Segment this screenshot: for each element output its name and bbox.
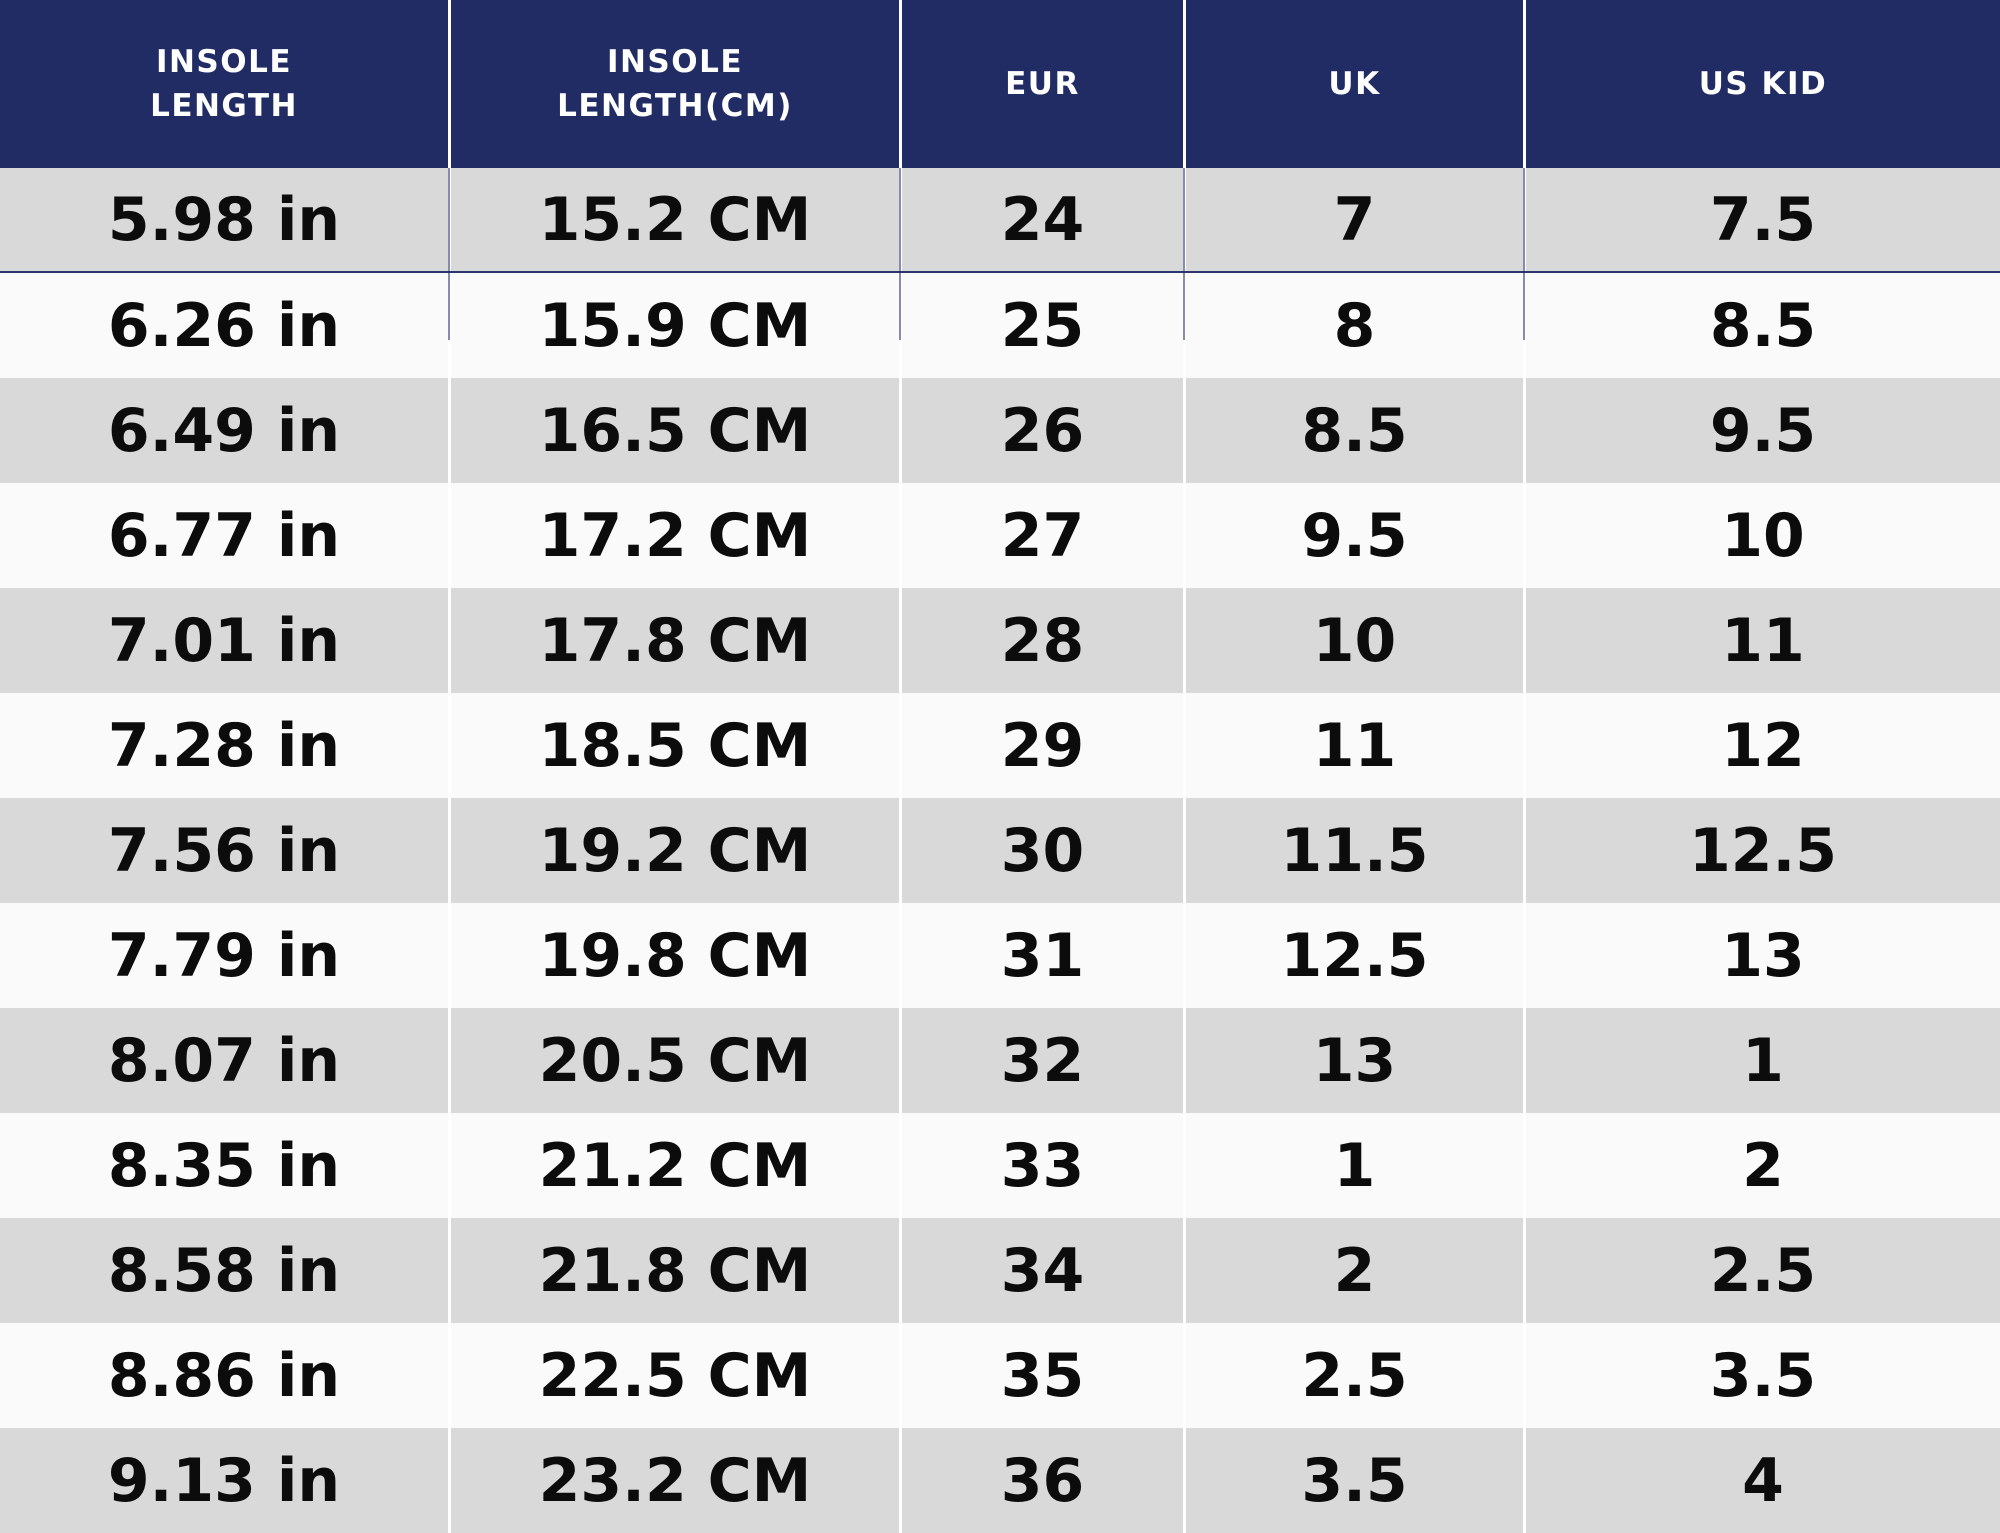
table-cell: 26 (902, 378, 1183, 483)
table-row: 6.49 in 16.5 CM 26 8.5 9.5 (0, 378, 2000, 483)
table-row: 9.13 in 23.2 CM 36 3.5 4 (0, 1428, 2000, 1533)
table-cell: 29 (902, 693, 1183, 798)
table-cell: 2 (1186, 1218, 1523, 1323)
column-header-label: EUR (1005, 65, 1080, 102)
table-cell: 24 (902, 168, 1183, 271)
table-cell: 17.8 CM (451, 588, 899, 693)
table-cell: 23.2 CM (451, 1428, 899, 1533)
table-cell: 7.28 in (0, 693, 448, 798)
table-cell: 6.49 in (0, 378, 448, 483)
column-header-insole-length: INSOLE LENGTH (0, 0, 448, 168)
table-row: 8.86 in 22.5 CM 35 2.5 3.5 (0, 1323, 2000, 1428)
table-cell: 33 (902, 1113, 1183, 1218)
table-cell: 13 (1186, 1008, 1523, 1113)
table-header-row: INSOLE LENGTH INSOLE LENGTH(CM) EUR UK U… (0, 0, 2000, 168)
column-header-label: LENGTH(CM) (557, 88, 793, 124)
table-cell: 8.58 in (0, 1218, 448, 1323)
table-cell: 2.5 (1526, 1218, 2000, 1323)
column-header-uk: UK (1186, 0, 1523, 168)
table-cell: 2 (1526, 1113, 2000, 1218)
table-cell: 16.5 CM (451, 378, 899, 483)
table-cell: 19.8 CM (451, 903, 899, 1008)
table-cell: 4 (1526, 1428, 2000, 1533)
table-cell: 12.5 (1526, 798, 2000, 903)
table-cell: 32 (902, 1008, 1183, 1113)
table-row: 6.26 in 15.9 CM 25 8 8.5 (0, 273, 2000, 378)
table-cell: 36 (902, 1428, 1183, 1533)
table-cell: 12 (1526, 693, 2000, 798)
table-cell: 7.5 (1526, 168, 2000, 271)
table-row: 8.35 in 21.2 CM 33 1 2 (0, 1113, 2000, 1218)
table-body: 5.98 in 15.2 CM 24 7 7.5 6.26 in 15.9 CM 25 8 8.5… (0, 168, 2000, 1533)
table-row: 7.79 in 19.8 CM 31 12.5 13 (0, 903, 2000, 1008)
table-row: 6.77 in 17.2 CM 27 9.5 10 (0, 483, 2000, 588)
table-cell: 20.5 CM (451, 1008, 899, 1113)
table-cell: 17.2 CM (451, 483, 899, 588)
table-cell: 22.5 CM (451, 1323, 899, 1428)
table-cell: 21.8 CM (451, 1218, 899, 1323)
table-cell: 1 (1526, 1008, 2000, 1113)
table-cell: 7.56 in (0, 798, 448, 903)
table-cell: 11 (1526, 588, 2000, 693)
table-cell: 3.5 (1526, 1323, 2000, 1428)
column-header-label: LENGTH (150, 88, 298, 124)
table-cell: 31 (902, 903, 1183, 1008)
table-cell: 11.5 (1186, 798, 1523, 903)
table-cell: 13 (1526, 903, 2000, 1008)
table-cell: 8.5 (1526, 273, 2000, 378)
column-header-label: UK (1328, 65, 1381, 102)
table-cell: 28 (902, 588, 1183, 693)
table-row: 7.28 in 18.5 CM 29 11 12 (0, 693, 2000, 798)
column-header-us-kid: US KID (1526, 0, 2000, 168)
table-cell: 11 (1186, 693, 1523, 798)
table-cell: 21.2 CM (451, 1113, 899, 1218)
table-cell: 9.13 in (0, 1428, 448, 1533)
table-cell: 8.5 (1186, 378, 1523, 483)
table-row: 8.58 in 21.8 CM 34 2 2.5 (0, 1218, 2000, 1323)
table-cell: 8.35 in (0, 1113, 448, 1218)
table-cell: 25 (902, 273, 1183, 378)
table-cell: 30 (902, 798, 1183, 903)
table-cell: 7.79 in (0, 903, 448, 1008)
table-cell: 27 (902, 483, 1183, 588)
table-cell: 1 (1186, 1113, 1523, 1218)
column-header-insole-length-cm: INSOLE LENGTH(CM) (451, 0, 899, 168)
table-cell: 12.5 (1186, 903, 1523, 1008)
table-cell: 18.5 CM (451, 693, 899, 798)
table-cell: 6.77 in (0, 483, 448, 588)
column-header-eur: EUR (902, 0, 1183, 168)
table-row: 7.56 in 19.2 CM 30 11.5 12.5 (0, 798, 2000, 903)
table-cell: 10 (1526, 483, 2000, 588)
table-cell: 8 (1186, 273, 1523, 378)
table-cell: 2.5 (1186, 1323, 1523, 1428)
column-header-label: INSOLE (155, 43, 293, 80)
table-row: 7.01 in 17.8 CM 28 10 11 (0, 588, 2000, 693)
table-cell: 6.26 in (0, 273, 448, 378)
table-cell: 7.01 in (0, 588, 448, 693)
table-row: 8.07 in 20.5 CM 32 13 1 (0, 1008, 2000, 1113)
table-row: 5.98 in 15.2 CM 24 7 7.5 (0, 168, 2000, 273)
table-cell: 8.86 in (0, 1323, 448, 1428)
table-cell: 3.5 (1186, 1428, 1523, 1533)
table-cell: 34 (902, 1218, 1183, 1323)
table-cell: 35 (902, 1323, 1183, 1428)
table-cell: 9.5 (1186, 483, 1523, 588)
column-header-label: INSOLE (606, 43, 744, 80)
table-cell: 8.07 in (0, 1008, 448, 1113)
column-header-label: US KID (1698, 65, 1828, 102)
table-cell: 5.98 in (0, 168, 448, 271)
table-cell: 9.5 (1526, 378, 2000, 483)
table-cell: 7 (1186, 168, 1523, 271)
table-cell: 19.2 CM (451, 798, 899, 903)
table-cell: 15.2 CM (451, 168, 899, 271)
table-cell: 10 (1186, 588, 1523, 693)
table-cell: 15.9 CM (451, 273, 899, 378)
